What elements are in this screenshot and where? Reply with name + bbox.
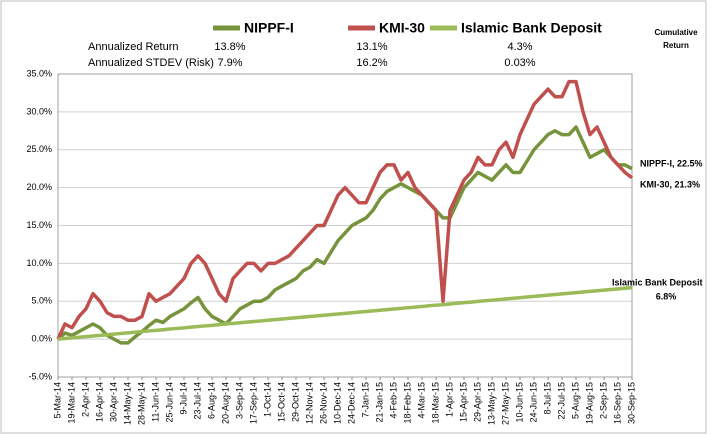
y-tick-label: 25.0%: [26, 144, 52, 154]
x-tick-label: 15-Apr-15: [458, 382, 468, 422]
stat-label: Annualized STDEV (Risk): [88, 57, 214, 69]
x-tick-label: 19-Aug-15: [584, 382, 594, 424]
x-tick-label: 10-Jun-15: [514, 382, 524, 423]
y-tick-label: 20.0%: [26, 182, 52, 192]
annotation: 6.8%: [656, 291, 677, 301]
x-tick-label: 25-Jun-14: [164, 382, 174, 423]
x-tick-label: 30-Apr-14: [108, 382, 118, 422]
y-tick-label: -5.0%: [28, 371, 52, 381]
x-tick-label: 29-Apr-15: [472, 382, 482, 422]
legend-label: KMI-30: [379, 20, 425, 36]
x-tick-label: 21-Jan-15: [374, 382, 384, 423]
stat-value: 13.1%: [356, 41, 387, 53]
x-tick-label: 28-May-14: [136, 382, 146, 425]
cumulative-heading: Return: [663, 41, 689, 50]
x-tick-label: 19-Mar-14: [66, 382, 76, 424]
x-tick-label: 7-Jan-15: [360, 382, 370, 418]
x-tick-label: 8-Jul-15: [542, 382, 552, 415]
x-tick-label: 4-Feb-15: [388, 382, 398, 419]
annotation: KMI-30, 21.3%: [640, 179, 700, 189]
plot-border: [57, 73, 633, 378]
legend-label: NIPPF-I: [244, 20, 294, 36]
stat-label: Annualized Return: [88, 41, 179, 53]
cumulative-heading: Cumulative: [654, 28, 698, 37]
x-tick-label: 24-Dec-14: [346, 382, 356, 424]
x-tick-label: 12-Nov-14: [304, 382, 314, 424]
x-tick-label: 5-Aug-15: [570, 382, 580, 419]
series-line: [57, 285, 633, 341]
y-tick-label: 0.0%: [31, 334, 52, 344]
y-tick-label: 10.0%: [26, 258, 52, 268]
x-tick-label: 23-Jul-14: [192, 382, 202, 420]
y-tick-label: 30.0%: [26, 106, 52, 116]
x-tick-label: 27-May-15: [500, 382, 510, 425]
x-tick-label: 22-Jul-15: [556, 382, 566, 420]
x-tick-label: 18-Mar-15: [430, 382, 440, 424]
annotation: NIPPF-I, 22.5%: [640, 158, 703, 168]
x-tick-label: 30-Sep-15: [626, 382, 636, 424]
series-line: [56, 79, 634, 340]
stat-value: 7.9%: [217, 57, 242, 69]
x-tick-label: 14-May-14: [122, 382, 132, 425]
stat-value: 4.3%: [507, 41, 532, 53]
x-tick-label: 9-Jul-14: [178, 382, 188, 415]
stat-value: 16.2%: [356, 57, 387, 69]
x-tick-label: 16-Sep-15: [612, 382, 622, 424]
x-tick-label: 2-Sep-15: [598, 382, 608, 419]
y-tick-label: 5.0%: [31, 296, 52, 306]
legend-label: Islamic Bank Deposit: [461, 20, 602, 36]
x-tick-label: 1-Oct-14: [262, 382, 272, 417]
x-tick-label: 15-Oct-14: [276, 382, 286, 422]
x-tick-label: 4-Mar-15: [416, 382, 426, 419]
x-tick-label: 6-Aug-14: [206, 382, 216, 419]
stat-value: 0.03%: [504, 57, 535, 69]
x-tick-label: 10-Dec-14: [332, 382, 342, 424]
series-line: [56, 125, 633, 345]
annotation: Islamic Bank Deposit: [612, 277, 703, 287]
x-tick-label: 13-May-15: [486, 382, 496, 425]
y-tick-label: 15.0%: [26, 220, 52, 230]
x-tick-label: 20-Aug-14: [220, 382, 230, 424]
x-tick-label: 5-Mar-14: [52, 382, 62, 419]
stat-value: 13.8%: [214, 41, 245, 53]
x-tick-label: 16-Apr-14: [94, 382, 104, 422]
x-tick-label: 2-Apr-14: [80, 382, 90, 417]
x-tick-label: 11-Jun-14: [150, 382, 160, 422]
x-tick-label: 17-Sep-14: [248, 382, 258, 424]
y-tick-label: 35.0%: [26, 68, 52, 78]
x-tick-label: 1-Apr-15: [444, 382, 454, 417]
x-tick-label: 26-Nov-14: [318, 382, 328, 424]
x-tick-label: 18-Feb-15: [402, 382, 412, 424]
x-tick-label: 3-Sep-14: [234, 382, 244, 419]
x-tick-label: 29-Oct-14: [290, 382, 300, 422]
x-tick-label: 24-Jun-15: [528, 382, 538, 423]
